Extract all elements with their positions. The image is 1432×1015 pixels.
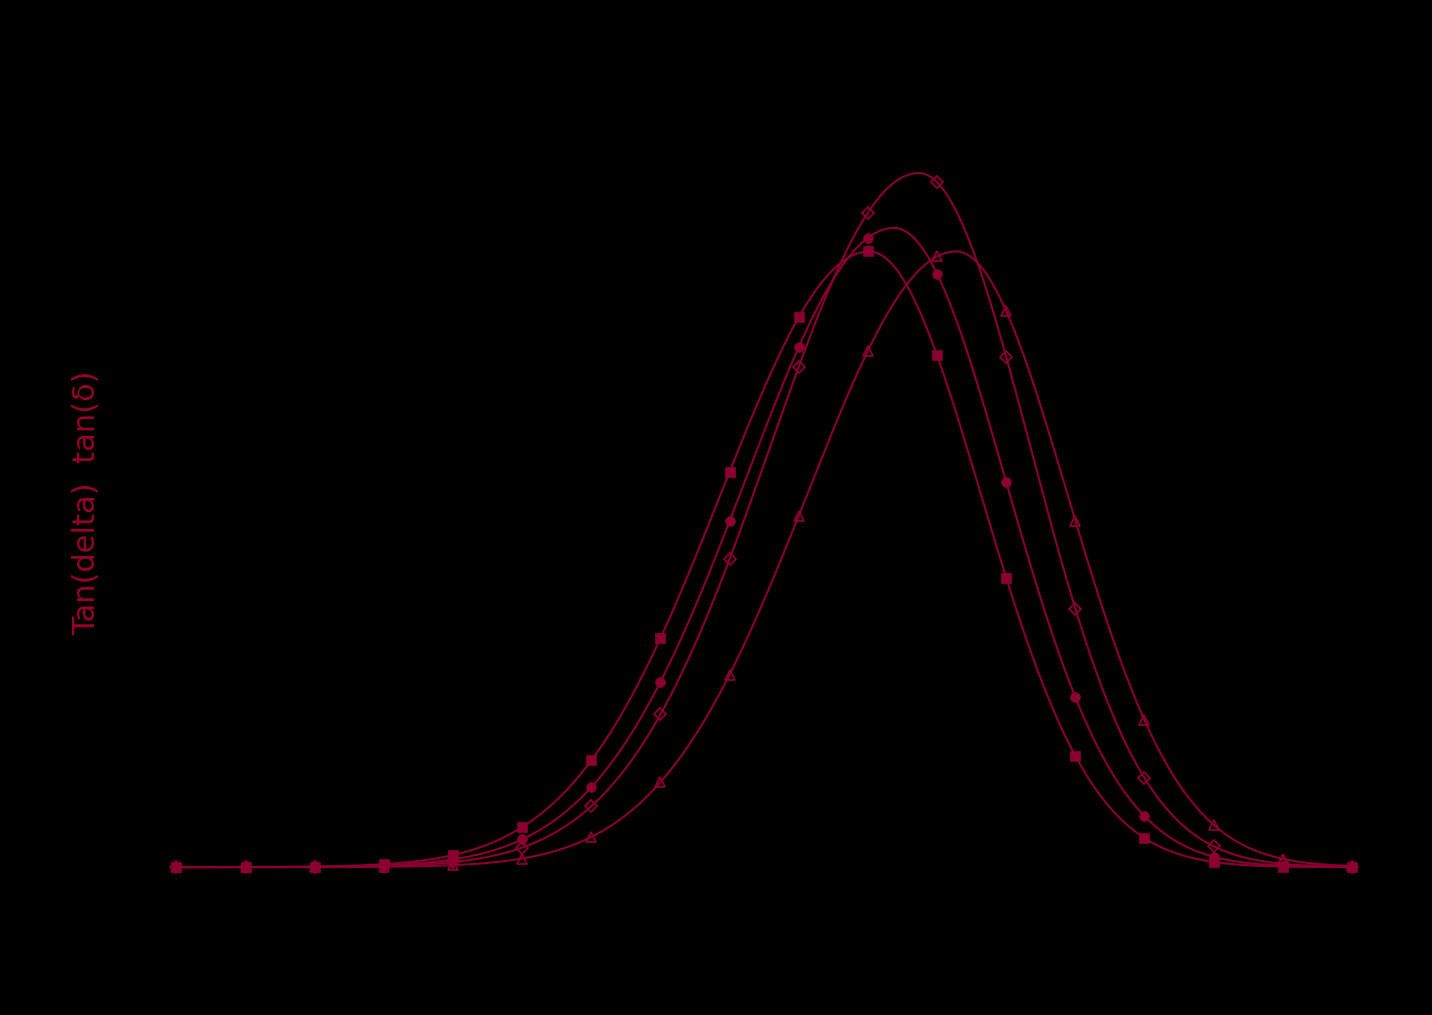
Y-axis label: Tan(delta)  tan(δ): Tan(delta) tan(δ) — [72, 370, 100, 634]
